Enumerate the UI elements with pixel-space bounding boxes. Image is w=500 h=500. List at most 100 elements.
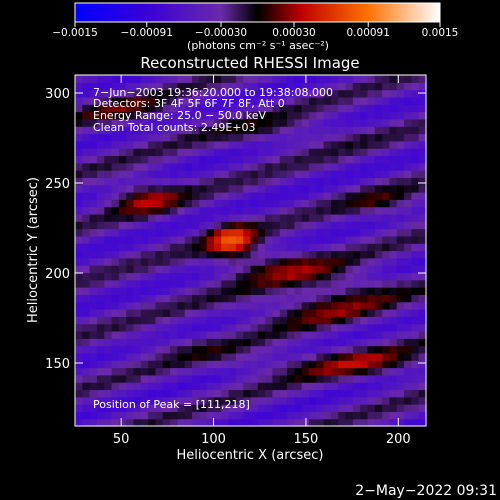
heatmap-cell (309, 338, 317, 347)
heatmap-cell (279, 162, 288, 171)
heatmap-cell (111, 82, 120, 91)
heatmap-cell (265, 279, 274, 288)
heatmap-cell (184, 396, 193, 405)
heatmap-cell (82, 279, 91, 288)
heatmap-cell (184, 126, 193, 135)
heatmap-cell (360, 177, 369, 186)
heatmap-cell (184, 301, 193, 310)
heatmap-cell (345, 162, 354, 171)
heatmap-cell (111, 411, 120, 420)
heatmap-cell (118, 323, 127, 332)
heatmap-cell (323, 235, 332, 244)
heatmap-cell (418, 367, 427, 376)
heatmap-cell (352, 192, 361, 200)
heatmap-cell (162, 206, 171, 215)
heatmap-cell (404, 82, 412, 91)
heatmap-cell (360, 396, 369, 405)
heatmap-cell (301, 96, 310, 105)
heatmap-cell (323, 148, 332, 157)
heatmap-cell (389, 338, 398, 347)
heatmap-cell (389, 162, 398, 171)
heatmap-cell (294, 192, 303, 200)
heatmap-cell (243, 82, 252, 91)
heatmap-cell (330, 206, 339, 215)
heatmap-cell (382, 301, 391, 310)
heatmap-cell (301, 265, 310, 274)
heatmap-cell (418, 148, 427, 157)
heatmap-cell (309, 404, 317, 412)
heatmap-cell (228, 111, 237, 120)
heatmap-cell (148, 287, 157, 295)
heatmap-cell (111, 199, 120, 208)
heatmap-cell (257, 272, 266, 281)
heatmap-cell (89, 243, 98, 252)
heatmap-cell (177, 338, 186, 347)
heatmap-cell (374, 243, 383, 252)
heatmap-cell (199, 338, 208, 347)
heatmap-cell (316, 192, 325, 200)
heatmap-cell (126, 235, 135, 244)
heatmap-cell (89, 140, 98, 149)
heatmap-cell (96, 404, 105, 412)
heatmap-cell (389, 75, 398, 83)
heatmap-cell (257, 228, 266, 237)
heatmap-cell (89, 250, 98, 259)
heatmap-cell (338, 411, 347, 420)
heatmap-cell (221, 184, 230, 193)
heatmap-cell (82, 338, 91, 347)
heatmap-cell (199, 287, 208, 295)
heatmap-cell (243, 360, 252, 369)
heatmap-cell (374, 162, 383, 171)
heatmap-cell (96, 170, 105, 178)
heatmap-cell (272, 96, 281, 105)
heatmap-cell (389, 250, 398, 259)
heatmap-cell (162, 75, 171, 83)
heatmap-cell (228, 345, 237, 354)
heatmap-cell (133, 199, 142, 208)
heatmap-cell (338, 309, 347, 317)
heatmap-cell (309, 243, 317, 252)
heatmap-cell (265, 104, 274, 113)
heatmap-cell (367, 396, 376, 405)
heatmap-cell (367, 404, 376, 412)
heatmap-cell (243, 140, 252, 149)
heatmap-cell (382, 294, 391, 303)
heatmap-cell (396, 396, 405, 405)
heatmap-cell (82, 177, 91, 186)
heatmap-cell (389, 82, 398, 91)
heatmap-cell (338, 360, 347, 369)
heatmap-cell (374, 418, 383, 427)
heatmap-cell (75, 309, 83, 317)
heatmap-cell (257, 140, 266, 149)
heatmap-cell (104, 199, 113, 208)
heatmap-cell (272, 213, 281, 222)
heatmap-cell (118, 338, 127, 347)
heatmap-cell (133, 243, 142, 252)
heatmap-cell (221, 118, 230, 127)
heatmap-cell (279, 148, 288, 157)
heatmap-cell (228, 389, 237, 398)
heatmap-cell (404, 323, 412, 332)
heatmap-cell (170, 96, 178, 105)
heatmap-cell (294, 338, 303, 347)
heatmap-cell (148, 294, 157, 303)
annotation-time-range: 7−Jun−2003 19:36:20.000 to 19:38:08.000 (93, 86, 333, 99)
heatmap-cell (418, 140, 427, 149)
heatmap-cell (330, 118, 339, 127)
heatmap-cell (111, 140, 120, 149)
heatmap-cell (213, 338, 222, 347)
heatmap-cell (170, 155, 178, 164)
heatmap-cell (228, 118, 237, 127)
heatmap-cell (411, 126, 420, 135)
heatmap-cell (418, 389, 427, 398)
heatmap-cell (118, 374, 127, 383)
heatmap-cell (374, 374, 383, 383)
heatmap-cell (360, 118, 369, 127)
heatmap-cell (177, 287, 186, 295)
heatmap-cell (235, 104, 244, 113)
heatmap-cell (294, 148, 303, 157)
heatmap-cell (309, 250, 317, 259)
heatmap-cell (411, 111, 420, 120)
heatmap-cell (323, 104, 332, 113)
heatmap-cell (272, 411, 281, 420)
